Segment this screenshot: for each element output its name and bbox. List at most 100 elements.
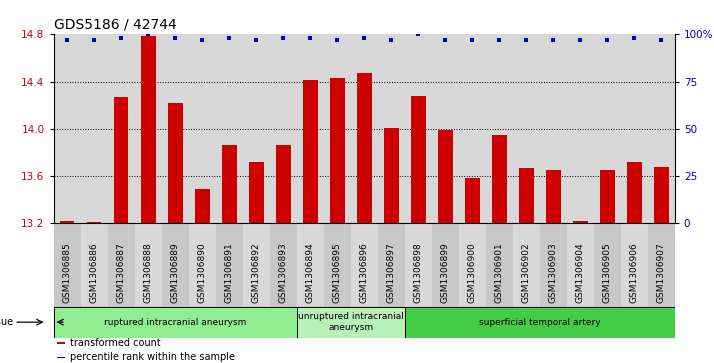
Point: [628, 35, 640, 41]
Point: [521, 37, 532, 43]
Text: GSM1306892: GSM1306892: [251, 242, 261, 303]
Point: [386, 37, 397, 43]
Text: GSM1306888: GSM1306888: [144, 242, 153, 303]
Text: GSM1306905: GSM1306905: [603, 242, 612, 303]
Text: GSM1306893: GSM1306893: [278, 242, 288, 303]
Bar: [161, 223, 188, 307]
Bar: [432, 223, 458, 307]
Bar: [411, 96, 426, 223]
Bar: [296, 223, 323, 307]
Point: [142, 32, 154, 37]
Point: [331, 37, 343, 43]
Bar: [627, 162, 642, 223]
Bar: [330, 78, 345, 223]
Text: GSM1306906: GSM1306906: [630, 242, 639, 303]
Point: [358, 35, 370, 41]
Bar: [296, 307, 405, 338]
Bar: [134, 223, 161, 307]
Point: [601, 37, 613, 43]
Text: GSM1306899: GSM1306899: [441, 242, 450, 303]
Text: GSM1306886: GSM1306886: [89, 242, 99, 303]
Bar: [323, 223, 351, 307]
Bar: [519, 168, 533, 223]
Text: GSM1306898: GSM1306898: [413, 242, 423, 303]
Bar: [188, 223, 216, 307]
Bar: [357, 73, 371, 223]
Bar: [276, 145, 291, 223]
Bar: [545, 170, 560, 223]
Point: [196, 37, 208, 43]
Bar: [168, 103, 183, 223]
Point: [439, 37, 451, 43]
Bar: [86, 222, 101, 223]
Text: GSM1306902: GSM1306902: [522, 242, 531, 303]
Point: [169, 35, 181, 41]
Bar: [405, 223, 432, 307]
Bar: [60, 221, 74, 223]
Bar: [108, 223, 134, 307]
Point: [251, 37, 262, 43]
Point: [116, 35, 127, 41]
Bar: [600, 170, 615, 223]
Bar: [648, 223, 675, 307]
Bar: [458, 223, 486, 307]
Text: ruptured intracranial aneurysm: ruptured intracranial aneurysm: [104, 318, 246, 327]
Text: superficial temporal artery: superficial temporal artery: [479, 318, 600, 327]
Point: [278, 35, 289, 41]
Bar: [221, 145, 236, 223]
Text: percentile rank within the sample: percentile rank within the sample: [70, 352, 235, 362]
Text: transformed count: transformed count: [70, 338, 161, 348]
Text: unruptured intracranial
aneurysm: unruptured intracranial aneurysm: [298, 313, 403, 332]
Point: [655, 37, 667, 43]
Point: [575, 37, 586, 43]
Bar: [405, 307, 675, 338]
Point: [413, 32, 424, 37]
Bar: [114, 97, 129, 223]
Bar: [141, 36, 156, 223]
Point: [548, 37, 559, 43]
Point: [304, 35, 316, 41]
Text: GSM1306889: GSM1306889: [171, 242, 180, 303]
Text: GSM1306887: GSM1306887: [116, 242, 126, 303]
Bar: [270, 223, 296, 307]
Bar: [54, 223, 81, 307]
Bar: [248, 162, 263, 223]
Bar: [56, 342, 65, 344]
Bar: [54, 307, 296, 338]
Text: GSM1306897: GSM1306897: [387, 242, 396, 303]
Bar: [383, 128, 398, 223]
Bar: [465, 178, 480, 223]
Bar: [567, 223, 594, 307]
Point: [466, 37, 478, 43]
Bar: [594, 223, 620, 307]
Bar: [492, 135, 507, 223]
Point: [493, 37, 505, 43]
Bar: [438, 130, 453, 223]
Bar: [351, 223, 378, 307]
Text: GSM1306895: GSM1306895: [333, 242, 341, 303]
Bar: [216, 223, 243, 307]
Bar: [486, 223, 513, 307]
Text: GDS5186 / 42744: GDS5186 / 42744: [54, 18, 176, 32]
Bar: [81, 223, 108, 307]
Text: GSM1306885: GSM1306885: [63, 242, 71, 303]
Point: [61, 37, 73, 43]
Text: GSM1306907: GSM1306907: [657, 242, 665, 303]
Point: [89, 37, 100, 43]
Text: GSM1306890: GSM1306890: [198, 242, 206, 303]
Text: GSM1306894: GSM1306894: [306, 242, 315, 303]
Bar: [195, 189, 209, 223]
Text: GSM1306896: GSM1306896: [360, 242, 368, 303]
Bar: [654, 167, 668, 223]
Bar: [243, 223, 270, 307]
Bar: [303, 81, 318, 223]
Bar: [620, 223, 648, 307]
Text: GSM1306891: GSM1306891: [225, 242, 233, 303]
Text: tissue: tissue: [0, 317, 14, 327]
Bar: [513, 223, 540, 307]
Bar: [56, 357, 65, 358]
Bar: [378, 223, 405, 307]
Text: GSM1306900: GSM1306900: [468, 242, 477, 303]
Point: [223, 35, 235, 41]
Text: GSM1306901: GSM1306901: [495, 242, 503, 303]
